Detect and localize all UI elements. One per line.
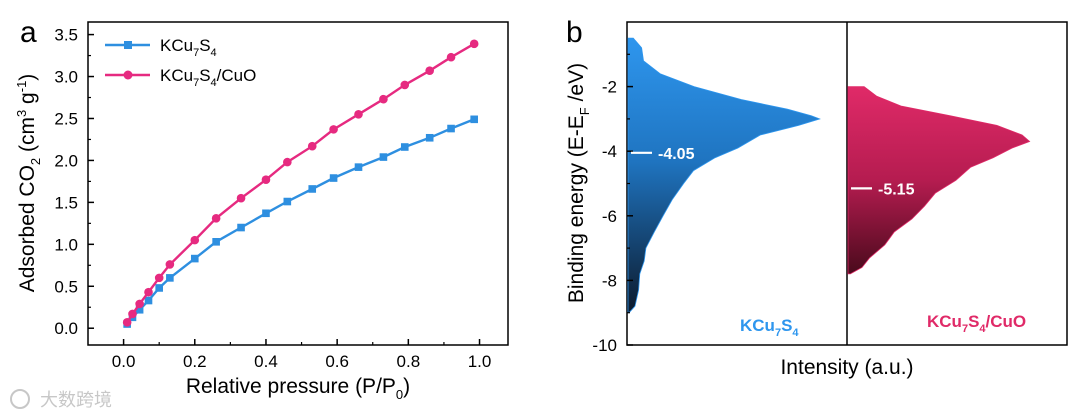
watermark-logo-icon: [10, 389, 30, 409]
data-point: [135, 305, 144, 314]
watermark: 大数跨境: [10, 389, 112, 410]
data-point: [154, 273, 164, 283]
panel-a-xlabel: Relative pressure (P/P0): [186, 375, 410, 402]
y-tick-label: 3.0: [54, 68, 78, 87]
panel-a-ticks: 0.0 0.2 0.4 0.6 0.8 1.0 0.0 0.5 1.0 1.5 2.0 2.5 3.0 3…: [54, 26, 491, 371]
data-point: [166, 274, 174, 282]
x-tick-label: 1.0: [468, 352, 492, 371]
data-point: [446, 52, 456, 62]
data-point: [262, 209, 270, 218]
y-tick-label: -4: [602, 142, 617, 161]
data-point: [470, 115, 478, 124]
data-point: [307, 141, 317, 151]
panel-b-areas: [627, 37, 1031, 314]
panel-b-ticks: -2 -4 -6 -8 -10: [592, 53, 633, 355]
data-point: [425, 133, 434, 142]
y-tick-label: -10: [592, 336, 617, 355]
series-line-0: [126, 118, 475, 325]
data-point: [144, 287, 153, 297]
data-point: [190, 235, 200, 245]
y-tick-label: -2: [602, 78, 617, 97]
dos-area-1: [847, 86, 1031, 275]
legend-label-kcu7s4-cuo: KCu7S4/CuO: [160, 66, 256, 89]
data-point: [329, 125, 338, 134]
data-point: [283, 197, 292, 206]
y-tick-label: 2.0: [54, 151, 78, 170]
series-label-kcu7s4-cuo: KCu7S4/CuO: [927, 312, 1026, 335]
data-point: [400, 143, 409, 151]
data-point: [261, 175, 271, 185]
series-line-1: [126, 42, 475, 323]
panel-a: a 0.0 0.2 0.4 0.6 0.8 1.0 0.0 0.5 1.0 1.5 2.0 2.5 3.…: [14, 16, 509, 402]
panel-a-frame: [87, 21, 509, 346]
data-point: [155, 284, 163, 292]
data-point: [211, 214, 221, 223]
data-point: [128, 309, 137, 319]
x-tick-label: 0.2: [183, 352, 207, 371]
y-tick-label: 0.5: [54, 277, 78, 296]
panel-a-ylabel: Adsorbed CO2 (cm3 g-1): [14, 74, 43, 293]
panel-b-markers: [631, 151, 872, 190]
x-tick-label: 0.8: [397, 352, 421, 371]
panel-b-xlabel: Intensity (a.u.): [780, 356, 913, 379]
data-point: [122, 318, 132, 327]
center-value-kcu7s4-cuo: -5.15: [878, 181, 915, 198]
data-point: [400, 80, 410, 90]
y-tick-label: 1.0: [54, 235, 78, 254]
data-point: [379, 94, 388, 104]
dos-area-0: [627, 37, 821, 314]
data-point: [354, 163, 363, 171]
legend-marker-kcu7s4: [124, 41, 132, 49]
data-point: [165, 260, 175, 269]
panel-a-label: a: [20, 16, 37, 49]
center-value-kcu7s4: -4.05: [658, 146, 695, 163]
y-tick-label: 2.5: [54, 109, 78, 128]
data-point: [447, 124, 455, 133]
x-tick-label: 0.4: [254, 352, 278, 371]
y-tick-label: 3.5: [54, 26, 78, 45]
data-point: [283, 157, 292, 167]
data-point: [236, 193, 246, 203]
legend-marker-kcu7s4-cuo: [123, 70, 133, 80]
data-point: [135, 299, 144, 309]
data-point: [354, 109, 363, 119]
legend-label-kcu7s4: KCu7S4: [160, 36, 217, 59]
series-label-kcu7s4: KCu7S4: [740, 316, 799, 339]
data-point: [469, 39, 479, 49]
data-point: [212, 238, 220, 246]
x-tick-label: 0.6: [325, 352, 349, 371]
y-tick-label: 1.5: [54, 193, 78, 212]
data-point: [237, 223, 245, 232]
panel-b-ylabel: Binding energy (E-EF /eV): [565, 63, 592, 303]
y-tick-label: -6: [602, 207, 617, 226]
data-point: [329, 174, 338, 182]
panel-a-series: [122, 39, 479, 328]
data-point: [308, 185, 317, 193]
y-tick-label: -8: [602, 271, 617, 290]
panel-b-label: b: [566, 16, 583, 49]
x-tick-label: 0.0: [112, 352, 136, 371]
panel-a-legend: KCu7S4 KCu7S4/CuO: [105, 36, 256, 89]
data-point: [190, 254, 199, 263]
data-point: [379, 153, 388, 161]
panel-b: b -2 -4 -6 -8 -10 -4.05 -5.15 KCu7S4 KCu7S4/…: [565, 16, 1068, 379]
y-tick-label: 0.0: [54, 319, 78, 338]
data-point: [144, 296, 153, 305]
data-point: [425, 66, 434, 75]
watermark-text: 大数跨境: [40, 390, 112, 410]
